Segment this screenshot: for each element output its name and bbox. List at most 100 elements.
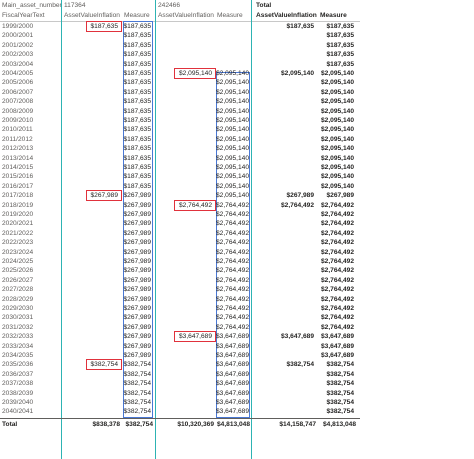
fiscal-year-cell[interactable]: 2028/2029 [2,295,34,303]
g1-measure-cell: $267,989 [123,258,151,265]
fiscal-year-cell[interactable]: 2038/2039 [2,389,34,397]
total-asset-value-cell: $2,764,492 [280,201,314,209]
fiscal-year-cell[interactable]: 2008/2009 [2,107,34,115]
fiscal-year-cell[interactable]: 2002/2003 [2,51,34,59]
g1-measure-cell: $382,754 [123,361,151,369]
total-measure-cell: $3,647,689 [320,333,354,341]
g2-measure-cell: $2,764,492 [216,248,250,256]
g1-measure-cell: $187,635 [123,41,151,49]
column-divider [155,0,156,459]
total-measure-cell: $2,095,140 [320,135,354,143]
fiscal-year-cell[interactable]: 2018/2019 [2,201,34,209]
total-measure-cell: $2,095,140 [320,107,354,115]
total-total-asset-value: $14,158,747 [279,421,316,428]
g2-measure-cell: $2,764,492 [216,229,250,237]
g1-measure-cell: $267,989 [123,323,151,331]
header-asset-242466[interactable]: 242466 [158,2,181,9]
total-measure-cell: $2,764,492 [320,248,354,256]
fiscal-year-cell[interactable]: 2031/2032 [2,323,34,331]
fiscal-year-cell[interactable]: 2012/2013 [2,145,34,153]
g2-measure-cell: $3,647,689 [216,389,250,397]
fiscal-year-cell[interactable]: 2035/2036 [2,361,34,369]
total-measure-cell: $2,095,140 [320,88,354,96]
total-g2-asset-value: $10,320,369 [177,421,214,428]
g2-measure-cell: $2,095,140 [216,192,250,200]
fiscal-year-cell[interactable]: 2003/2004 [2,60,34,68]
g1-measure-cell: $187,635 [123,60,151,68]
fiscal-year-cell[interactable]: 2037/2038 [2,380,34,388]
header-fiscal-year[interactable]: FiscalYearText [2,12,45,19]
fiscal-year-cell[interactable]: 2014/2015 [2,164,34,171]
total-measure-cell: $2,095,140 [320,117,354,124]
g2-measure-cell: $2,095,140 [216,126,250,134]
fiscal-year-cell[interactable]: 2017/2018 [2,192,34,200]
fiscal-year-cell[interactable]: 1999/2000 [2,23,34,30]
header-asset-117364[interactable]: 117364 [64,2,86,9]
fiscal-year-cell[interactable]: 2026/2027 [2,276,34,284]
g2-measure-cell: $2,764,492 [216,211,250,218]
g2-measure-cell: $3,647,689 [216,333,250,341]
total-measure-cell: $2,764,492 [320,286,354,294]
g1-measure-cell: $382,754 [123,389,151,397]
total-measure-cell: $2,764,492 [320,305,354,312]
header-total-asset-value-inflation[interactable]: AssetValueInflation [256,12,317,19]
header-main-asset-number[interactable]: Main_asset_number [2,2,62,9]
fiscal-year-cell[interactable]: 2032/2033 [2,333,34,341]
header-total-measure[interactable]: Measure [320,12,347,19]
total-measure-cell: $382,754 [326,361,354,369]
header-g2-asset-value-inflation[interactable]: AssetValueInflation [158,12,214,19]
total-measure-cell: $2,764,492 [320,276,354,284]
fiscal-year-cell[interactable]: 2001/2002 [2,41,34,49]
fiscal-year-cell[interactable]: 2036/2037 [2,370,34,378]
fiscal-year-cell[interactable]: 2020/2021 [2,220,34,228]
header-g2-measure[interactable]: Measure [217,12,243,19]
fiscal-year-cell[interactable]: 2000/2001 [2,32,34,40]
fiscal-year-cell[interactable]: 2011/2012 [2,135,33,143]
g1-measure-cell: $187,635 [123,126,151,134]
fiscal-year-cell[interactable]: 2007/2008 [2,98,34,106]
total-measure-cell: $187,635 [326,32,354,40]
total-asset-value-cell: $187,635 [286,23,314,30]
fiscal-year-cell[interactable]: 2022/2023 [2,239,34,247]
total-measure-cell: $187,635 [326,60,354,68]
fiscal-year-cell[interactable]: 2004/2005 [2,70,34,77]
header-total[interactable]: Total [256,2,272,9]
fiscal-year-cell[interactable]: 2025/2026 [2,267,34,275]
fiscal-year-cell[interactable]: 2005/2006 [2,79,34,87]
fiscal-year-cell[interactable]: 2039/2040 [2,399,34,406]
g2-measure-cell: $2,764,492 [216,220,250,228]
fiscal-year-cell[interactable]: 2015/2016 [2,173,34,181]
fiscal-year-cell[interactable]: 2010/2011 [2,126,33,134]
header-g1-asset-value-inflation[interactable]: AssetValueInflation [64,12,120,19]
fiscal-year-cell[interactable]: 2006/2007 [2,88,34,96]
g1-measure-cell: $187,635 [123,117,151,124]
g2-measure-cell: $3,647,689 [216,342,250,350]
fiscal-year-cell[interactable]: 2033/2034 [2,342,34,350]
header-g1-measure[interactable]: Measure [124,12,150,19]
g2-measure-cell: $2,095,140 [216,79,250,87]
total-divider [0,418,360,419]
g1-measure-cell: $187,635 [123,23,151,30]
fiscal-year-cell[interactable]: 2029/2030 [2,305,34,312]
fiscal-year-cell[interactable]: 2024/2025 [2,258,34,265]
fiscal-year-cell[interactable]: 2030/2031 [2,314,34,322]
g1-measure-cell: $267,989 [123,239,151,247]
g2-measure-cell: $3,647,689 [216,380,250,388]
fiscal-year-cell[interactable]: 2021/2022 [2,229,34,237]
g1-measure-cell: $187,635 [123,107,151,115]
fiscal-year-cell[interactable]: 2009/2010 [2,117,34,124]
fiscal-year-cell[interactable]: 2019/2020 [2,211,34,218]
fiscal-year-cell[interactable]: 2040/2041 [2,408,34,416]
fiscal-year-cell[interactable]: 2034/2035 [2,352,34,359]
total-measure-cell: $267,989 [326,192,354,200]
g1-measure-cell: $267,989 [123,229,151,237]
g1-asset-value-cell: $187,635 [90,23,118,30]
g2-asset-value-cell: $2,095,140 [178,70,212,77]
fiscal-year-cell[interactable]: 2027/2028 [2,286,34,294]
g1-measure-cell: $187,635 [123,98,151,106]
fiscal-year-cell[interactable]: 2016/2017 [2,182,34,190]
g1-measure-cell: $267,989 [123,248,151,256]
fiscal-year-cell[interactable]: 2013/2014 [2,154,34,162]
fiscal-year-cell[interactable]: 2023/2024 [2,248,34,256]
g2-asset-value-cell: $3,647,689 [178,333,212,341]
